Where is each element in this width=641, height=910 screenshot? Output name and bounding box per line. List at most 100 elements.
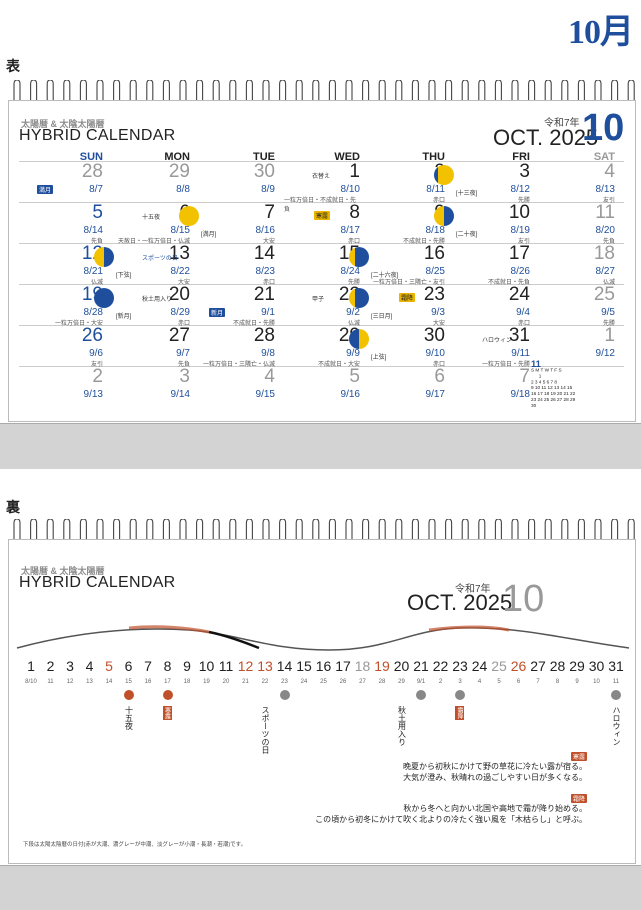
day-cell[interactable]: 23 9/3 大安 霜降 [三日月]: [349, 284, 449, 327]
rokuyo-label: 仏滅: [347, 321, 360, 327]
back-big-month-number: 10: [502, 578, 545, 620]
strip-lunar-date: 21: [242, 679, 249, 685]
back-brand-jp: 太陽暦 & 太陰太陽暦: [21, 566, 105, 576]
oct-year: OCT. 2025: [493, 125, 599, 150]
mini-week-row: 2 3 4 5 6 7 8: [531, 379, 558, 385]
strip-day-number: 19: [374, 658, 390, 674]
day-cell[interactable]: 14 8/23 赤口: [199, 243, 279, 286]
day-cell[interactable]: 30 9/10 赤口 [上弦]: [349, 325, 449, 368]
day-cell[interactable]: 7 8/16 大安 [満月]: [179, 202, 279, 245]
day-cell[interactable]: 7 9/18: [454, 366, 534, 409]
day-cell[interactable]: 28 9/8 一粒万倍日・三隣亡・仏滅: [199, 325, 279, 368]
strip-lunar-date: 2: [438, 679, 443, 685]
rokuyo-label: 赤口: [347, 239, 360, 245]
brand-en: HYBRID CALENDAR: [19, 127, 176, 144]
day-number: 29: [168, 161, 190, 182]
strip-day-number: 16: [315, 658, 332, 674]
season-tag: 寒露: [314, 211, 331, 220]
day-cell[interactable]: 4 9/15: [199, 366, 279, 409]
strip-lunar-date: 12: [66, 679, 74, 685]
lunar-date: 9/8: [261, 348, 275, 359]
strip-day-number: 6: [124, 658, 133, 674]
day-cell[interactable]: 25 9/5 先勝: [539, 284, 619, 327]
day-cell[interactable]: 21 9/1 不成就日・先勝 新月: [199, 284, 279, 327]
day-note: 衣替え: [312, 174, 331, 180]
day-cell[interactable]: 1 8/10 一粒万倍日・不成就日・先負 衣替え: [284, 161, 364, 213]
mini-week-row: 30: [531, 403, 537, 409]
day-cell[interactable]: 27 9/7 先負: [114, 325, 194, 368]
day-cell[interactable]: 5 9/16: [284, 366, 364, 409]
day-cell[interactable]: 26 9/6 友引: [27, 325, 107, 368]
day-cell[interactable]: 11 8/20 先負: [539, 202, 619, 245]
lunar-date: 8/17: [340, 225, 360, 236]
day-number: 7: [264, 202, 275, 223]
day-cell[interactable]: 30 8/9: [199, 161, 279, 204]
event-label: 秋土用入り: [397, 706, 407, 746]
rokuyo-label: 赤口: [177, 321, 190, 327]
weekday-fri: FRI: [512, 151, 530, 163]
moon-phase-label: [二十夜]: [456, 232, 478, 238]
strip-day-number: 13: [257, 658, 273, 674]
moon-phase-label: [上弦]: [371, 355, 387, 361]
day-number: 4: [264, 366, 275, 387]
day-cell[interactable]: 18 8/27 仏滅: [539, 243, 619, 286]
day-cell[interactable]: 6 9/17: [369, 366, 449, 409]
row-divider: [19, 325, 624, 326]
strip-day-number: 1: [27, 658, 35, 674]
day-cell[interactable]: 3 8/12 先勝 [十三夜]: [434, 161, 534, 204]
day-cell[interactable]: 20 8/29 赤口 秋土用入り [新月]: [94, 284, 194, 327]
strip-lunar-date: 15: [125, 679, 132, 685]
rokuyo-label: 友引: [602, 198, 615, 204]
day-cell[interactable]: 17 8/26 不成就日・先負: [454, 243, 534, 286]
lunar-date: 8/10: [340, 184, 360, 195]
day-cell[interactable]: 28 8/7 満月: [27, 161, 107, 204]
strip-lunar-date: 16: [144, 679, 152, 685]
moon-phase-icon: [349, 247, 369, 267]
day-cell[interactable]: 29 8/8: [114, 161, 194, 204]
day-number: 17: [508, 243, 530, 264]
strip-day-number: 9: [183, 658, 191, 674]
spiral-binding-front: [13, 80, 635, 102]
strip-lunar-date: 11: [47, 679, 54, 685]
moon-badge: 満月: [37, 185, 54, 194]
back-stand: [0, 865, 641, 910]
day-note: スポーツの日: [142, 256, 178, 262]
mini-weekday-row: S M T W T F S: [531, 367, 562, 374]
day-number: 6: [434, 366, 445, 387]
day-cell[interactable]: 31 9/11 一粒万倍日・先勝 ハロウィン: [454, 325, 534, 368]
day-cell[interactable]: 2 9/13: [27, 366, 107, 409]
row-divider: [19, 284, 624, 285]
moon-phase-label: [三日月]: [371, 314, 393, 320]
day-cell[interactable]: 4 8/13 友引: [539, 161, 619, 204]
strip-lunar-date: 8/10: [25, 679, 37, 685]
lunar-date: 9/17: [425, 389, 445, 400]
lunar-date: 8/9: [261, 184, 275, 195]
moon-phase-label: [新月]: [116, 314, 132, 320]
month-title: 10月: [568, 14, 634, 51]
strip-lunar-date: 3: [458, 679, 462, 685]
lunar-date: 8/7: [89, 184, 103, 195]
tide-mark: [279, 690, 290, 700]
tide-mark: [455, 690, 465, 700]
lunar-date: 8/19: [510, 225, 530, 236]
day-cell[interactable]: 8 8/17 赤口 寒露: [284, 202, 364, 245]
day-cell[interactable]: 16 8/25 一粒万倍日・三隣亡・友引 [二十六夜]: [349, 243, 449, 286]
day-cell[interactable]: 5 8/14 先負: [27, 202, 107, 245]
row-divider: [19, 243, 624, 244]
rokuyo-label: 一粒万倍日・不成就日・先負: [284, 198, 357, 213]
strip-day-number: 11: [218, 658, 234, 674]
rokuyo-label: 天赦日・一粒万倍日・仏滅: [117, 239, 190, 245]
lunar-date: 9/1: [261, 307, 275, 318]
day-number: 3: [179, 366, 190, 387]
lunar-date: 9/10: [425, 348, 445, 359]
day-number: 27: [168, 325, 190, 346]
day-cell[interactable]: 10 8/19 友引 [二十夜]: [434, 202, 534, 245]
rokuyo-label: 先勝: [602, 321, 615, 327]
day-cell[interactable]: 24 9/4 赤口: [454, 284, 534, 327]
brand-jp: 太陽暦 & 太陰太陽暦: [21, 119, 105, 129]
day-cell[interactable]: 13 8/22 大安 スポーツの日 [下弦]: [94, 243, 194, 286]
day-cell[interactable]: 3 9/14: [114, 366, 194, 409]
rokuyo-label: 先負: [90, 239, 103, 245]
day-cell[interactable]: 1 9/12: [539, 325, 619, 368]
